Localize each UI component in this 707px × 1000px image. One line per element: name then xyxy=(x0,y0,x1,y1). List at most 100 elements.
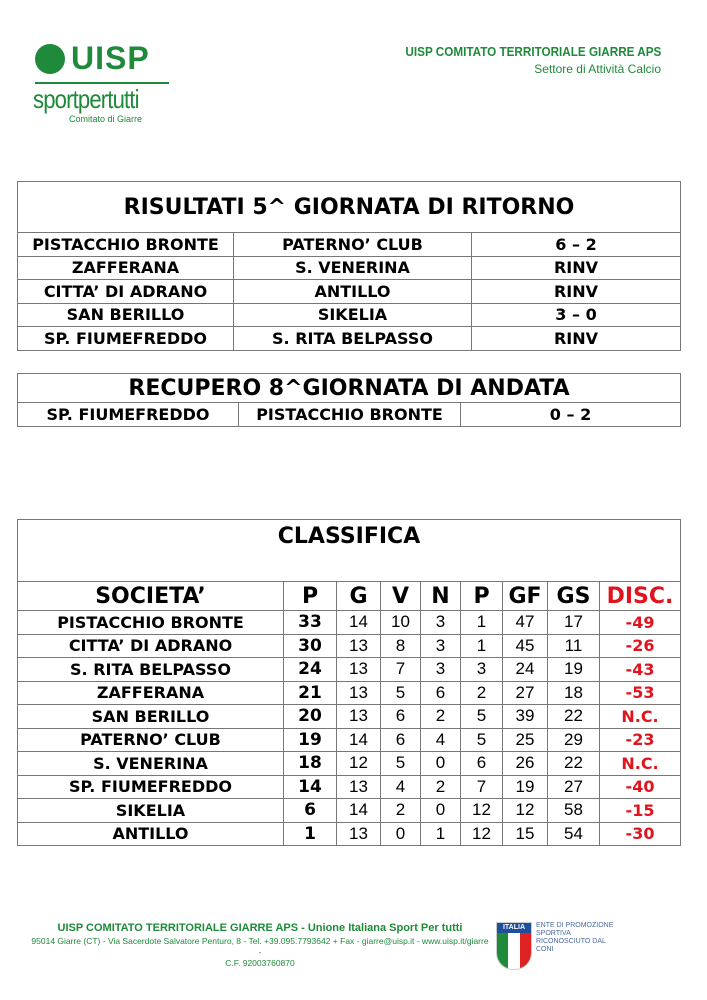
home-team: ZAFFERANA xyxy=(17,255,234,280)
goals-for: 15 xyxy=(502,821,548,846)
match-row: ZAFFERANA S. VENERINA RINV xyxy=(17,255,681,280)
table-row: S. VENERINA 18 12 5 0 6 26 22 N.C. xyxy=(17,751,681,776)
won: 10 xyxy=(380,610,421,635)
points: 18 xyxy=(283,751,337,776)
played: 14 xyxy=(336,727,381,752)
discipline: N.C. xyxy=(599,704,681,729)
standings-table: CLASSIFICA SOCIETA’ P G V N P GF GS DISC. PISTACC… xyxy=(17,519,681,846)
score: 3 – 0 xyxy=(471,302,681,327)
header-played: G xyxy=(336,581,381,611)
played: 14 xyxy=(336,610,381,635)
goals-for: 12 xyxy=(502,798,548,823)
team: ZAFFERANA xyxy=(17,680,284,705)
drawn: 3 xyxy=(420,657,461,682)
team: S. RITA BELPASSO xyxy=(17,657,284,682)
header-won: V xyxy=(380,581,421,611)
recovery-table: RECUPERO 8^GIORNATA DI ANDATA SP. FIUMEF… xyxy=(17,373,681,427)
points: 30 xyxy=(283,633,337,658)
header-discipline: DISC. xyxy=(599,581,681,611)
lost: 12 xyxy=(460,798,503,823)
score: 6 – 2 xyxy=(471,232,681,257)
team: PATERNO’ CLUB xyxy=(17,727,284,752)
won: 7 xyxy=(380,657,421,682)
lost: 2 xyxy=(460,680,503,705)
lost: 5 xyxy=(460,727,503,752)
coni-badge-label: ITALIA xyxy=(497,923,531,933)
home-team: SAN BERILLO xyxy=(17,302,234,327)
team: SP. FIUMEFREDDO xyxy=(17,774,284,799)
goals-for: 24 xyxy=(502,657,548,682)
played: 13 xyxy=(336,680,381,705)
won: 4 xyxy=(380,774,421,799)
points: 14 xyxy=(283,774,337,799)
discipline: -30 xyxy=(599,821,681,846)
home-team: SP. FIUMEFREDDO xyxy=(17,326,234,351)
points: 21 xyxy=(283,680,337,705)
goals-for: 45 xyxy=(502,633,548,658)
won: 2 xyxy=(380,798,421,823)
table-row: S. RITA BELPASSO 24 13 7 3 3 24 19 -43 xyxy=(17,657,681,682)
match-row: CITTA’ DI ADRANO ANTILLO RINV xyxy=(17,279,681,304)
won: 6 xyxy=(380,727,421,752)
footer-address: 95014 Giarre (CT) - Via Sacerdote Salvat… xyxy=(31,936,489,957)
played: 13 xyxy=(336,774,381,799)
lost: 1 xyxy=(460,633,503,658)
won: 8 xyxy=(380,633,421,658)
drawn: 6 xyxy=(420,680,461,705)
team: SIKELIA xyxy=(17,798,284,823)
away-team: PISTACCHIO BRONTE xyxy=(238,402,461,427)
footer-title: UISP COMITATO TERRITORIALE GIARRE APS - … xyxy=(57,922,463,934)
header-goals-for: GF xyxy=(502,581,548,611)
drawn: 3 xyxy=(420,633,461,658)
italy-shield-icon: ITALIA xyxy=(496,922,532,970)
header-lost: P xyxy=(460,581,503,611)
score: RINV xyxy=(471,279,681,304)
drawn: 1 xyxy=(420,821,461,846)
logo-divider xyxy=(35,82,169,84)
won: 6 xyxy=(380,704,421,729)
match-row: SP. FIUMEFREDDO PISTACCHIO BRONTE 0 – 2 xyxy=(17,402,681,427)
points: 20 xyxy=(283,704,337,729)
away-team: S. RITA BELPASSO xyxy=(233,326,472,351)
drawn: 2 xyxy=(420,704,461,729)
goals-against: 11 xyxy=(547,633,600,658)
points: 19 xyxy=(283,727,337,752)
goals-against: 29 xyxy=(547,727,600,752)
table-row: ZAFFERANA 21 13 5 6 2 27 18 -53 xyxy=(17,680,681,705)
played: 13 xyxy=(336,821,381,846)
table-row: PISTACCHIO BRONTE 33 14 10 3 1 47 17 -49 xyxy=(17,610,681,635)
lost: 6 xyxy=(460,751,503,776)
results-title: RISULTATI 5^ GIORNATA DI RITORNO xyxy=(17,181,681,233)
runner-icon xyxy=(35,44,65,74)
header-team: SOCIETA’ xyxy=(17,581,284,611)
sector-name: Settore di Attività Calcio xyxy=(534,62,661,76)
drawn: 2 xyxy=(420,774,461,799)
table-row: SAN BERILLO 20 13 6 2 5 39 22 N.C. xyxy=(17,704,681,729)
discipline: -43 xyxy=(599,657,681,682)
goals-for: 19 xyxy=(502,774,548,799)
team: SAN BERILLO xyxy=(17,704,284,729)
match-row: SAN BERILLO SIKELIA 3 – 0 xyxy=(17,302,681,327)
away-team: S. VENERINA xyxy=(233,255,472,280)
goals-for: 47 xyxy=(502,610,548,635)
recovery-title: RECUPERO 8^GIORNATA DI ANDATA xyxy=(17,373,681,403)
logo-committee: Comitato di Giarre xyxy=(69,114,143,124)
team: ANTILLO xyxy=(17,821,284,846)
goals-against: 22 xyxy=(547,751,600,776)
points: 1 xyxy=(283,821,337,846)
header-goals-against: GS xyxy=(547,581,600,611)
footer-tax-code: C.F. 92003760870 xyxy=(225,958,295,968)
goals-against: 17 xyxy=(547,610,600,635)
home-team: SP. FIUMEFREDDO xyxy=(17,402,239,427)
played: 12 xyxy=(336,751,381,776)
points: 33 xyxy=(283,610,337,635)
table-row: CITTA’ DI ADRANO 30 13 8 3 1 45 11 -26 xyxy=(17,633,681,658)
standings-title: CLASSIFICA xyxy=(17,519,681,582)
points: 24 xyxy=(283,657,337,682)
goals-for: 25 xyxy=(502,727,548,752)
played: 13 xyxy=(336,633,381,658)
table-row: PATERNO’ CLUB 19 14 6 4 5 25 29 -23 xyxy=(17,727,681,752)
goals-for: 26 xyxy=(502,751,548,776)
won: 0 xyxy=(380,821,421,846)
